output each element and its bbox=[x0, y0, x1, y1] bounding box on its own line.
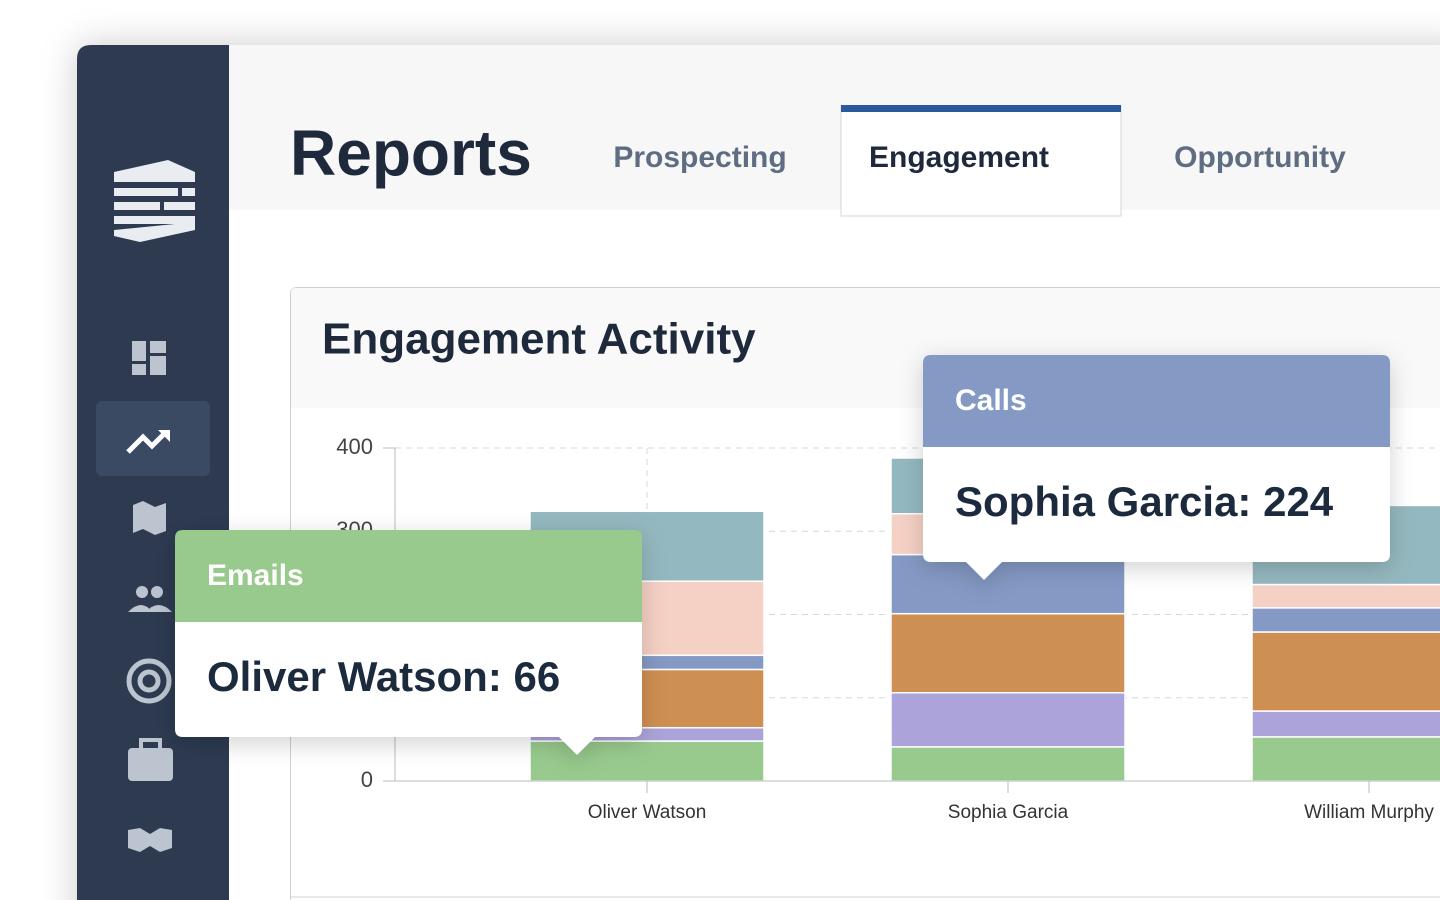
tooltips: Emails Oliver Watson: 66 Calls Sophia Garci… bbox=[175, 355, 1390, 755]
nav-active-bg bbox=[96, 401, 210, 476]
chart-title: Engagement Activity bbox=[322, 315, 756, 364]
header-bar bbox=[229, 45, 1440, 210]
tab-active-indicator bbox=[841, 105, 1121, 112]
tooltip-body bbox=[175, 622, 642, 755]
nav-handshake[interactable] bbox=[128, 828, 172, 852]
nav-briefcase[interactable] bbox=[128, 738, 173, 781]
tab[interactable]: Opportunity bbox=[1174, 141, 1346, 174]
bar-segment bbox=[890, 692, 1126, 748]
nav-dashboard[interactable] bbox=[132, 341, 166, 375]
bar-segment bbox=[890, 746, 1126, 782]
bar-segment bbox=[1251, 607, 1440, 633]
x-tick-label: William Murphy bbox=[1304, 802, 1434, 823]
nav-icons bbox=[96, 341, 210, 852]
y-tick-label: 400 bbox=[336, 434, 373, 459]
tooltip-text: Sophia Garcia: 224 bbox=[955, 478, 1334, 525]
tooltip-body bbox=[923, 447, 1390, 580]
nav-target[interactable] bbox=[126, 658, 172, 704]
tooltip: Calls Sophia Garcia: 224 bbox=[923, 355, 1390, 580]
tab-active-bg bbox=[840, 105, 1122, 217]
tooltip-header bbox=[923, 355, 1390, 447]
bar-segment bbox=[890, 553, 1126, 615]
x-tick-label: Sophia Garcia bbox=[948, 802, 1069, 823]
bar-segment bbox=[1251, 710, 1440, 738]
tooltip-series: Calls bbox=[955, 384, 1027, 417]
nav-reports[interactable] bbox=[126, 430, 168, 454]
tooltip-text: Oliver Watson: 66 bbox=[207, 653, 560, 700]
tooltip-series: Emails bbox=[207, 559, 304, 592]
nav-reports-arrow bbox=[158, 430, 170, 442]
bar-segment bbox=[529, 740, 765, 782]
nav-map[interactable] bbox=[133, 501, 166, 535]
bar-segment bbox=[1251, 583, 1440, 609]
page-title: Reports bbox=[290, 117, 532, 189]
tooltip: Emails Oliver Watson: 66 bbox=[175, 530, 642, 755]
logo bbox=[114, 160, 195, 242]
nav-people[interactable] bbox=[128, 586, 172, 612]
tab[interactable]: Engagement bbox=[869, 141, 1049, 174]
tooltip-header bbox=[175, 530, 642, 622]
bar-segment bbox=[1251, 736, 1440, 782]
tab[interactable]: Prospecting bbox=[613, 141, 786, 174]
x-tick-label: Oliver Watson bbox=[588, 802, 707, 823]
bar-segment bbox=[890, 612, 1126, 694]
bar-segment bbox=[1251, 631, 1440, 712]
y-tick-label: 0 bbox=[361, 767, 373, 792]
tabs: Prospecting Engagement Opportunity bbox=[613, 105, 1346, 217]
